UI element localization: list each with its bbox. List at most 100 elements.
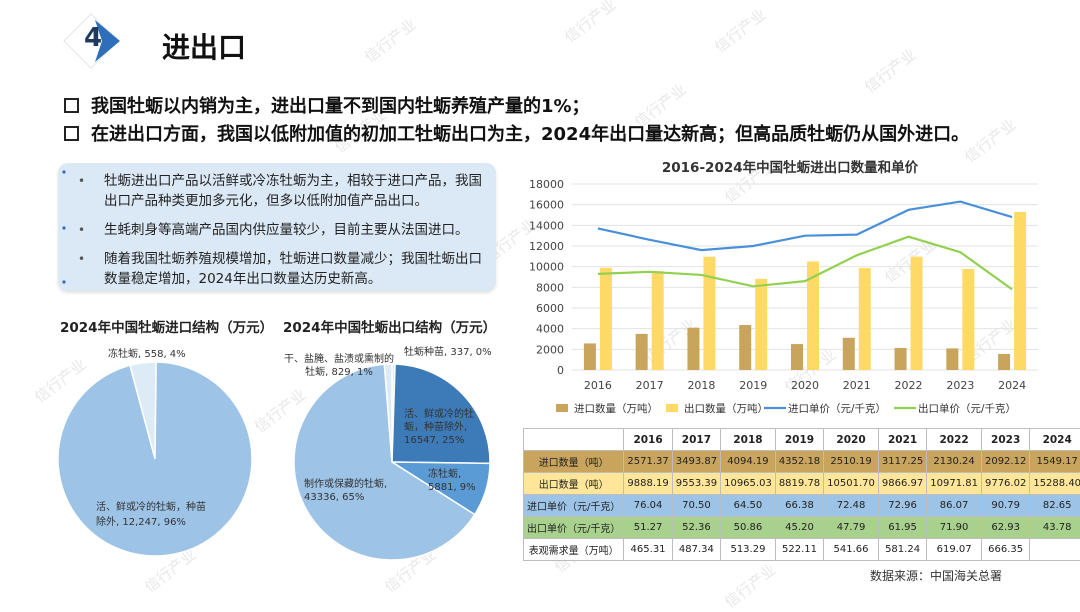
bar-export-qty [962, 269, 974, 370]
table-header-cell: 2016 [624, 429, 672, 451]
info-box: • 牡蛎进出口产品以活鲜或冷冻牡蛎为主，相较于进口产品，我国出口产品种类更加多元… [58, 163, 496, 291]
bar-import-qty [584, 343, 596, 370]
legend-label: 进口单价（元/千克） [788, 403, 886, 415]
table-cell: 2092.12 [981, 451, 1029, 473]
watermark: 信行产业 [710, 4, 770, 57]
table-cell: 72.96 [878, 495, 926, 517]
table-header-cell: 2021 [878, 429, 926, 451]
table-cell: 666.35 [981, 539, 1029, 561]
table-cell: 70.50 [672, 495, 720, 517]
bar-export-qty [859, 268, 871, 370]
y-tick-label: 2000 [536, 343, 564, 356]
watermark: 信行产业 [360, 14, 420, 67]
y-tick-label: 16000 [529, 199, 564, 212]
table-header-cell [524, 429, 624, 451]
bar-import-qty [687, 328, 699, 370]
table-cell: 487.34 [672, 539, 720, 561]
x-tick-label: 2023 [946, 379, 974, 392]
y-tick-label: 0 [557, 364, 564, 377]
table-cell: 9888.19 [624, 473, 672, 495]
bar-export-qty [652, 271, 664, 370]
table-cell: 61.95 [878, 517, 926, 539]
table-cell: 3493.87 [672, 451, 720, 473]
export-pie-title: 2024年中国牡蛎出口结构（万元） [283, 316, 496, 336]
export-pie-label-frozen: 冻牡蛎, 5881, 9% [428, 468, 488, 494]
info-item-text: 随着我国牡蛎养殖规模增加，牡蛎进口数量减少；我国牡蛎出口数量稳定增加，2024年… [104, 249, 489, 289]
legend-label: 出口单价（元/千克） [918, 402, 1016, 415]
table-cell: 10965.03 [721, 473, 776, 495]
bar-import-qty [946, 348, 958, 370]
table-row-label: 表观需求量（万吨） [524, 539, 624, 561]
table-row-label: 进口数量（吨） [524, 451, 624, 473]
table-header-cell: 2023 [981, 429, 1029, 451]
bar-import-qty [895, 348, 907, 370]
table-cell: 64.50 [721, 495, 776, 517]
x-tick-label: 2016 [584, 379, 612, 392]
page-title: 进出口 [162, 26, 246, 66]
bullet-2: 在进出口方面，我国以低附加值的初加工牡蛎出口为主，2024年出口量达新高；但高品… [64, 120, 969, 146]
x-tick-label: 2018 [687, 379, 715, 392]
bar-import-qty [636, 334, 648, 370]
table-cell: 51.27 [624, 517, 672, 539]
table-header-cell: 2018 [721, 429, 776, 451]
y-tick-label: 6000 [536, 302, 564, 315]
table-cell: 9776.02 [981, 473, 1029, 495]
table-header-cell: 2020 [824, 429, 879, 451]
y-tick-label: 14000 [529, 219, 564, 232]
bar-export-qty [1014, 212, 1026, 370]
table-cell: 90.79 [981, 495, 1029, 517]
bar-import-qty [843, 338, 855, 370]
x-tick-label: 2020 [791, 379, 819, 392]
bar-export-qty [911, 257, 923, 370]
table-cell: 71.90 [927, 517, 982, 539]
export-pie-label-seedling: 牡蛎种苗, 337, 0% [404, 346, 492, 359]
y-tick-label: 10000 [529, 261, 564, 274]
legend-label: 出口数量（万吨） [684, 402, 768, 415]
line-import-price [598, 202, 1012, 251]
table-cell: 513.29 [721, 539, 776, 561]
info-item-text: 牡蛎进出口产品以活鲜或冷冻牡蛎为主，相较于进口产品，我国出口产品种类更加多元化，… [104, 171, 489, 211]
bullet-dot-icon: • [78, 171, 85, 191]
table-cell: 45.20 [775, 517, 823, 539]
x-tick-label: 2024 [998, 379, 1026, 392]
legend-swatch [666, 404, 678, 412]
table-cell: 10971.81 [927, 473, 982, 495]
bullet-2-text: 在进出口方面，我国以低附加值的初加工牡蛎出口为主，2024年出口量达新高；但高品… [91, 124, 969, 145]
square-bullet-icon [64, 126, 79, 141]
table-header-cell: 2024 [1030, 429, 1080, 451]
table-row-label: 进口单价（元/千克） [524, 495, 624, 517]
table-cell: 50.86 [721, 517, 776, 539]
import-pie-label-frozen: 冻牡蛎, 558, 4% [108, 348, 186, 361]
bullet-1: 我国牡蛎以内销为主，进出口量不到国内牡蛎养殖产量的1%； [64, 92, 590, 118]
table-cell: 43.78 [1030, 517, 1080, 539]
table-cell: 76.04 [624, 495, 672, 517]
export-pie-label-prepared: 制作或保藏的牡蛎, 43336, 65% [304, 478, 394, 504]
bar-import-qty [791, 344, 803, 370]
table-cell: 86.07 [927, 495, 982, 517]
table-header-cell: 2017 [672, 429, 720, 451]
bullet-dot-icon: • [78, 249, 85, 269]
bar-import-qty [739, 325, 751, 370]
x-tick-label: 2022 [895, 379, 923, 392]
watermark: 信行产业 [720, 559, 780, 612]
bar-import-qty [998, 354, 1010, 370]
bar-export-qty [703, 257, 715, 370]
table-cell: 82.65 [1030, 495, 1080, 517]
table-cell: 3117.25 [878, 451, 926, 473]
table-cell: 541.66 [824, 539, 879, 561]
table-cell: 52.36 [672, 517, 720, 539]
table-cell: 619.07 [927, 539, 982, 561]
y-tick-label: 4000 [536, 323, 564, 336]
table-cell: 10501.70 [824, 473, 879, 495]
table-cell: 2130.24 [927, 451, 982, 473]
bullet-1-text: 我国牡蛎以内销为主，进出口量不到国内牡蛎养殖产量的1%； [91, 96, 590, 117]
table-cell: 62.93 [981, 517, 1029, 539]
table-cell [1030, 539, 1080, 561]
bar-export-qty [600, 268, 612, 370]
y-tick-label: 12000 [529, 240, 564, 253]
